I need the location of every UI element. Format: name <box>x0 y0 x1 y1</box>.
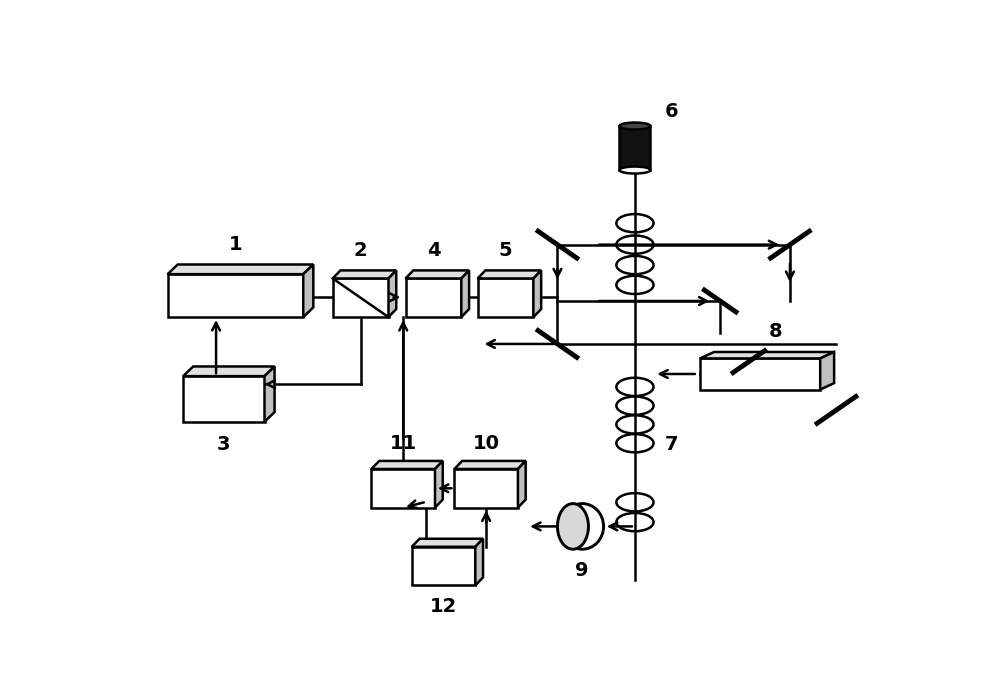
Text: 11: 11 <box>390 434 417 453</box>
Ellipse shape <box>619 123 650 130</box>
Text: 2: 2 <box>354 240 367 260</box>
Polygon shape <box>388 270 396 317</box>
Bar <box>478 279 533 317</box>
Bar <box>412 547 475 585</box>
Text: 9: 9 <box>576 561 589 581</box>
Bar <box>183 376 264 422</box>
Text: 8: 8 <box>769 322 782 342</box>
Polygon shape <box>454 461 526 469</box>
Polygon shape <box>183 367 275 376</box>
Polygon shape <box>303 264 313 317</box>
Polygon shape <box>371 461 443 469</box>
Bar <box>371 469 435 507</box>
Bar <box>619 126 650 170</box>
Bar <box>454 469 518 507</box>
Polygon shape <box>533 270 541 317</box>
Text: 7: 7 <box>664 435 678 454</box>
Bar <box>168 274 303 317</box>
Polygon shape <box>461 270 469 317</box>
Polygon shape <box>820 352 834 390</box>
Polygon shape <box>412 539 483 547</box>
Text: 3: 3 <box>217 435 231 454</box>
Text: 5: 5 <box>499 240 512 260</box>
Ellipse shape <box>619 167 650 174</box>
Text: 12: 12 <box>430 597 457 616</box>
Polygon shape <box>333 270 396 279</box>
Ellipse shape <box>557 504 588 549</box>
Bar <box>333 279 389 317</box>
Polygon shape <box>406 270 469 279</box>
Polygon shape <box>475 539 483 585</box>
Text: 4: 4 <box>427 240 440 260</box>
Polygon shape <box>518 461 526 507</box>
Polygon shape <box>168 264 313 274</box>
Polygon shape <box>435 461 443 507</box>
Text: 6: 6 <box>664 102 678 121</box>
Text: 10: 10 <box>473 434 500 453</box>
Polygon shape <box>478 270 541 279</box>
Polygon shape <box>264 367 275 422</box>
Text: 1: 1 <box>229 235 242 254</box>
Polygon shape <box>700 352 834 358</box>
Bar <box>700 358 820 390</box>
Bar <box>406 279 461 317</box>
